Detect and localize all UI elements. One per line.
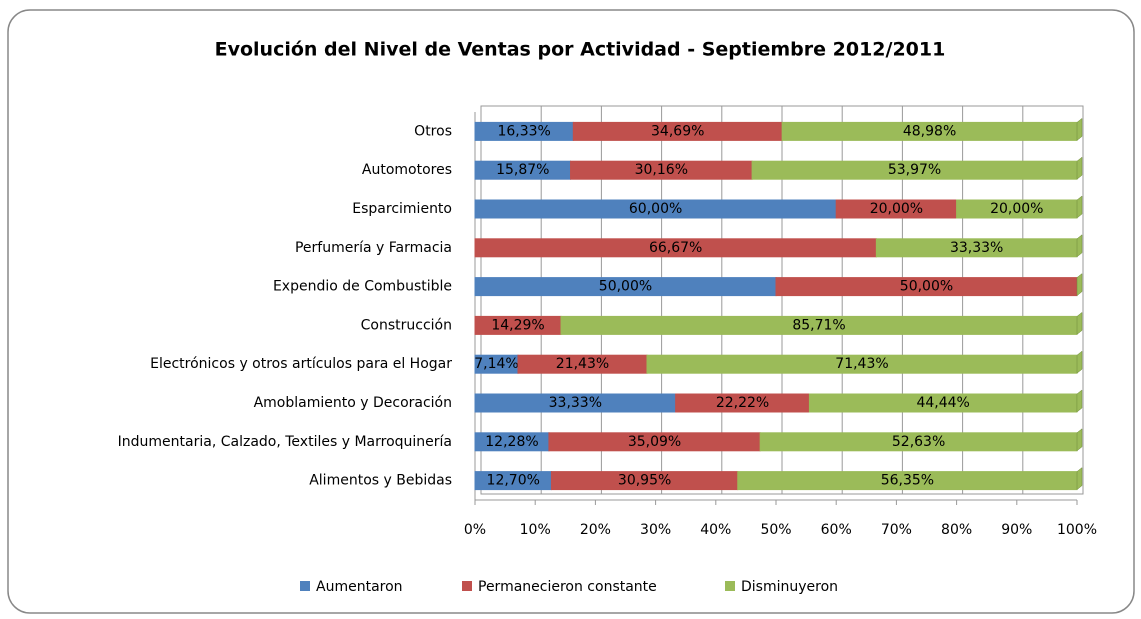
data-label: 35,09% <box>628 434 681 450</box>
bar-side <box>1076 350 1083 374</box>
y-tick-label: Esparcimiento <box>352 201 452 217</box>
data-label: 15,87% <box>496 162 549 178</box>
legend-swatch <box>300 581 310 591</box>
x-tick-label: 100% <box>1057 522 1097 538</box>
data-label: 50,00% <box>599 279 652 295</box>
data-label: 21,43% <box>556 356 609 372</box>
data-label: 33,33% <box>950 240 1003 256</box>
data-label: 50,00% <box>900 279 953 295</box>
y-tick-label: Automotores <box>362 162 452 178</box>
bar-side <box>1076 428 1083 452</box>
bar-side <box>1076 311 1083 335</box>
x-tick-label: 30% <box>640 522 671 538</box>
data-label: 7,14% <box>474 356 518 372</box>
bar-side <box>1076 273 1083 297</box>
data-label: 16,33% <box>497 123 550 139</box>
x-tick-label: 90% <box>1001 522 1032 538</box>
data-label: 33,33% <box>549 395 602 411</box>
y-tick-label: Perfumería y Farmacia <box>295 240 452 256</box>
x-tick-label: 50% <box>760 522 791 538</box>
x-tick-label: 0% <box>464 522 486 538</box>
data-label: 60,00% <box>629 201 682 217</box>
bar-side <box>1076 195 1083 219</box>
legend-label: Aumentaron <box>316 579 403 595</box>
data-label: 34,69% <box>651 123 704 139</box>
legend-swatch <box>462 581 472 591</box>
bar-side <box>1076 156 1083 180</box>
chart-title: Evolución del Nivel de Ventas por Activi… <box>215 39 946 61</box>
bar-side <box>1076 117 1083 141</box>
data-label: 30,16% <box>635 162 688 178</box>
data-label: 14,29% <box>491 317 544 333</box>
data-label: 22,22% <box>716 395 769 411</box>
bar-side <box>1076 389 1083 413</box>
data-label: 20,00% <box>990 201 1043 217</box>
data-label: 12,70% <box>487 473 540 489</box>
data-label: 48,98% <box>903 123 956 139</box>
x-tick-label: 20% <box>580 522 611 538</box>
data-label: 71,43% <box>835 356 888 372</box>
y-tick-label: Electrónicos y otros artículos para el H… <box>150 356 452 372</box>
y-tick-label: Alimentos y Bebidas <box>309 473 452 489</box>
legend-label: Permanecieron constante <box>478 579 657 595</box>
x-tick-label: 10% <box>520 522 551 538</box>
data-label: 20,00% <box>870 201 923 217</box>
bar-side <box>1076 467 1083 491</box>
data-label: 85,71% <box>792 317 845 333</box>
bar-side <box>1076 234 1083 258</box>
legend-swatch <box>725 581 735 591</box>
y-tick-label: Construcción <box>361 317 452 333</box>
x-tick-label: 40% <box>700 522 731 538</box>
y-tick-label: Expendio de Combustible <box>273 279 452 295</box>
x-tick-label: 60% <box>821 522 852 538</box>
data-label: 30,95% <box>618 473 671 489</box>
data-label: 56,35% <box>881 473 934 489</box>
y-tick-label: Otros <box>414 123 452 139</box>
y-tick-label: Indumentaria, Calzado, Textiles y Marroq… <box>118 434 452 450</box>
y-tick-label: Amoblamiento y Decoración <box>254 395 452 411</box>
x-tick-label: 80% <box>941 522 972 538</box>
data-label: 52,63% <box>892 434 945 450</box>
data-label: 44,44% <box>916 395 969 411</box>
legend-label: Disminuyeron <box>741 579 838 595</box>
data-label: 53,97% <box>888 162 941 178</box>
data-label: 12,28% <box>485 434 538 450</box>
x-tick-label: 70% <box>881 522 912 538</box>
data-label: 66,67% <box>649 240 702 256</box>
